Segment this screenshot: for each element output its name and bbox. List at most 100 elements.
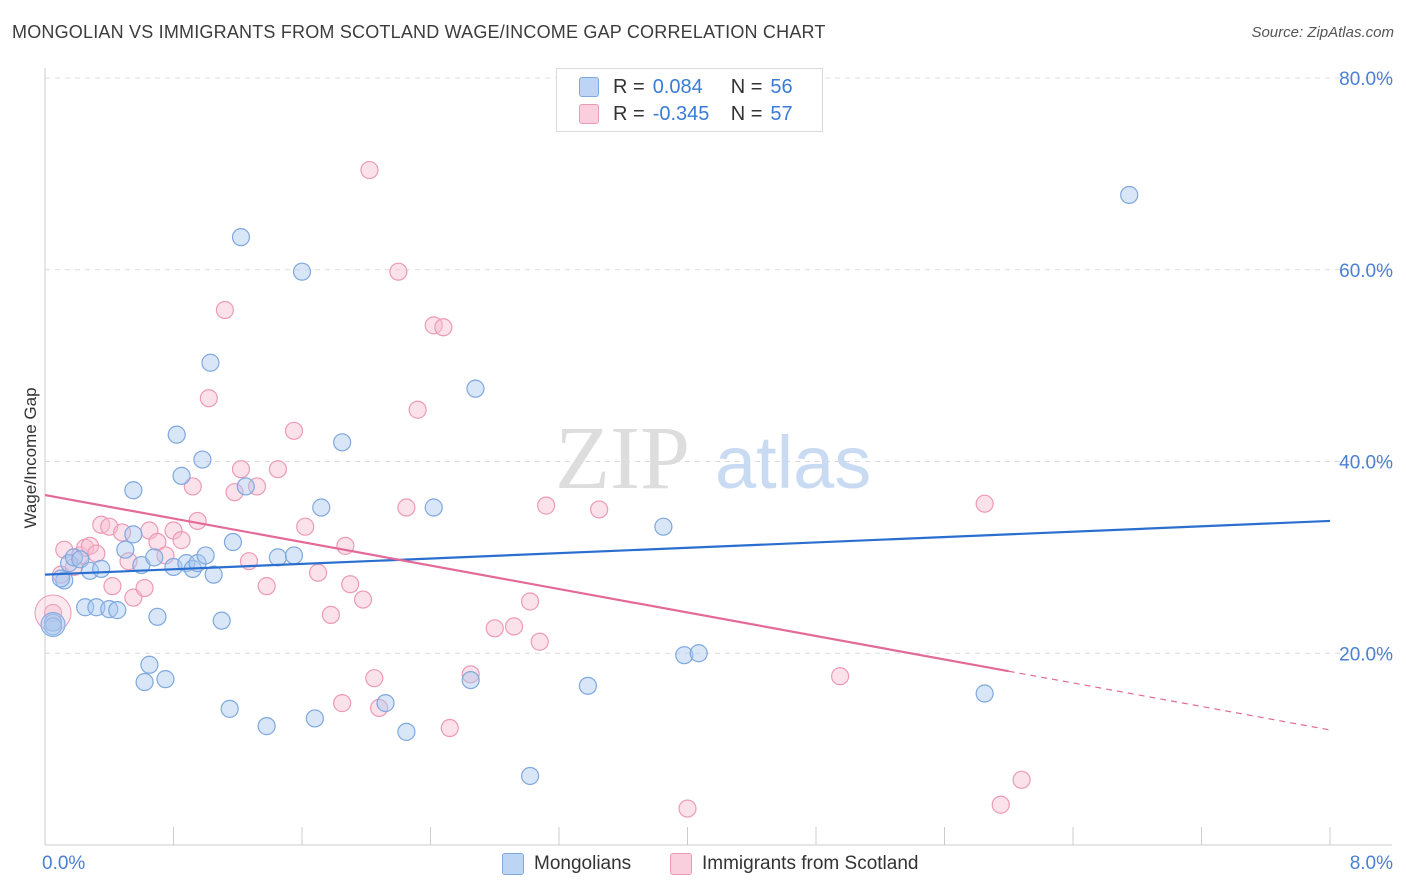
bottom-legend-mongolians: Mongolians	[502, 852, 631, 876]
legend-swatch-pink	[579, 104, 599, 124]
scotland-point	[504, 617, 524, 636]
mongolian-point	[333, 433, 352, 452]
axes	[44, 68, 1392, 846]
trend-line-scotland-extrapolated	[1008, 670, 1331, 731]
y-tick-label: 80.0%	[1339, 69, 1393, 90]
x-tick-label-max: 8.0%	[1350, 853, 1393, 874]
mongolian-point	[148, 607, 167, 626]
scotland-point	[135, 578, 154, 598]
mongolian-point	[55, 571, 74, 590]
scotland-point	[183, 477, 202, 496]
mongolian-point	[167, 425, 186, 444]
scotland-point	[991, 795, 1010, 814]
legend-r-label: R =	[613, 102, 645, 125]
mongolian-point	[140, 655, 159, 674]
bottom-legend-scotland: Immigrants from Scotland	[670, 852, 918, 876]
mongolian-point	[284, 546, 304, 565]
chart-title: MONGOLIAN VS IMMIGRANTS FROM SCOTLAND WA…	[12, 22, 826, 42]
scotland-point	[830, 667, 850, 686]
scotland-point	[87, 544, 106, 563]
mongolian-point	[223, 532, 243, 552]
legend-n-value: 56	[770, 75, 793, 98]
scotland-point	[461, 665, 480, 684]
mongolian-point	[108, 601, 127, 620]
series-mongolians-points	[40, 185, 1139, 786]
legend-n-label: N =	[730, 102, 763, 125]
scotland-point	[341, 575, 360, 594]
scotland-point	[434, 318, 453, 337]
mongolian-point	[466, 379, 485, 398]
mongolian-point	[156, 670, 175, 689]
x-tick-label-min: 0.0%	[42, 853, 85, 874]
mongolian-point	[220, 699, 239, 718]
mongolian-point	[124, 481, 143, 500]
bottom-legend-label-mongolians: Mongolians	[534, 853, 632, 874]
scotland-point	[353, 590, 373, 609]
source-label: Source: ZipAtlas.com	[1251, 24, 1394, 41]
scotland-point	[485, 619, 504, 638]
scotland-point	[440, 718, 459, 738]
scotland-point	[257, 577, 276, 596]
scotland-point	[112, 523, 132, 542]
scotland-point	[296, 517, 315, 536]
legend-r-label: R =	[613, 75, 645, 98]
scotland-point	[397, 498, 416, 517]
trend-line-mongolians	[44, 519, 1331, 576]
trend-lines	[44, 493, 1331, 731]
mongolian-point	[654, 517, 673, 536]
mongolian-point	[292, 262, 312, 281]
y-axis-label: Wage/Income Gap	[21, 387, 40, 528]
series-scotland-points	[34, 160, 1031, 818]
scotland-point	[103, 577, 122, 596]
mongolian-point	[236, 477, 255, 496]
mongolian-point	[193, 450, 212, 469]
legend-row-scotland: R = -0.345 N = 57	[579, 101, 793, 127]
axis-labels: 20.0% 40.0% 60.0% 80.0% 0.0% 8.0% Wage/Income …	[21, 69, 1393, 874]
mongolian-point	[212, 611, 231, 630]
mongolian-point	[231, 228, 251, 247]
mongolian-point	[689, 644, 708, 663]
mongolian-point	[257, 717, 276, 736]
scotland-point	[308, 563, 328, 582]
mongolian-point	[397, 722, 416, 741]
correlation-legend: R = 0.084 N = 56 R = -0.345 N = 57	[556, 68, 823, 132]
mongolian-point	[376, 694, 395, 713]
mongolian-point	[59, 554, 79, 573]
mongolian-point	[461, 670, 480, 690]
y-tick-label: 60.0%	[1339, 261, 1393, 282]
scotland-point	[389, 262, 408, 281]
scotland-point	[360, 160, 379, 180]
scotland-point	[678, 799, 697, 818]
y-tick-label: 40.0%	[1339, 453, 1393, 474]
scotland-point	[215, 300, 234, 320]
mongolian-point	[204, 565, 223, 584]
trend-line-scotland	[44, 493, 1009, 673]
scotland-point	[590, 500, 609, 519]
mongolian-point	[424, 498, 443, 517]
scotland-point	[333, 694, 352, 713]
scotland-point	[537, 496, 556, 515]
watermark-atlas: atlas	[715, 421, 871, 504]
scotland-point	[284, 421, 304, 440]
mongolian-point	[51, 569, 71, 588]
legend-row-mongolians: R = 0.084 N = 56	[579, 74, 793, 100]
legend-n-value: 57	[770, 102, 793, 125]
scotland-point	[172, 531, 191, 550]
scotland-point	[1012, 770, 1031, 789]
scotland-point	[231, 460, 251, 479]
mongolian-point	[196, 546, 215, 565]
mongolian-point	[305, 709, 324, 728]
legend-r-value: -0.345	[652, 102, 710, 125]
scotland-point	[225, 483, 244, 502]
scotland-point	[365, 669, 384, 688]
mongolian-point	[975, 684, 994, 703]
mongolian-point	[124, 525, 143, 544]
y-tick-label: 20.0%	[1339, 644, 1393, 665]
mongolian-point	[675, 646, 694, 665]
mongolian-point	[268, 548, 288, 567]
mongolian-point	[520, 766, 540, 786]
mongolian-point	[80, 561, 100, 580]
mongolian-point	[64, 548, 84, 567]
scotland-point	[148, 532, 167, 552]
